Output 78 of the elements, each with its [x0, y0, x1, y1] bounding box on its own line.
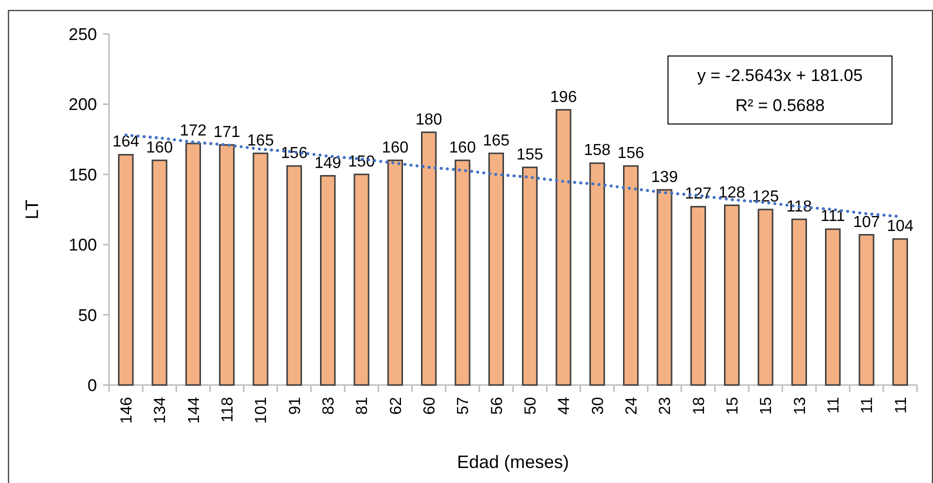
x-tick-label: 118 — [219, 396, 236, 423]
data-label: 128 — [718, 184, 746, 202]
x-tick-label: 13 — [792, 396, 809, 415]
bar — [791, 218, 807, 386]
x-tick-label: 24 — [623, 396, 640, 415]
x-tick-label: 83 — [320, 396, 338, 415]
bar — [421, 132, 437, 386]
annotation: y = -2.5643x + 181.05 — [697, 66, 863, 85]
bar — [152, 160, 168, 386]
x-tick-label: 134 — [152, 396, 170, 424]
data-label: 107 — [853, 214, 880, 231]
x-axis-title: Edad (meses) — [456, 452, 570, 472]
x-tick-label: 30 — [590, 396, 607, 415]
bar — [185, 142, 201, 386]
bar — [589, 162, 605, 386]
x-tick-label: 56 — [488, 396, 506, 415]
data-label: 196 — [550, 88, 577, 106]
data-label: 155 — [516, 146, 544, 164]
bar — [488, 152, 504, 386]
x-tick-label: 91 — [286, 396, 304, 415]
x-tick-label: 23 — [657, 396, 674, 415]
y-axis-title: LT — [22, 200, 42, 220]
bar — [354, 174, 370, 386]
data-label: 160 — [146, 139, 173, 156]
bar — [656, 189, 672, 386]
bar — [758, 208, 774, 386]
y-tick-label: 150 — [68, 165, 97, 184]
annotation: R² = 0.5688 — [735, 96, 825, 115]
data-label: 180 — [415, 111, 442, 128]
x-tick-label: 50 — [522, 396, 540, 415]
x-tick-label: 18 — [690, 396, 708, 415]
x-tick-label: 144 — [186, 396, 203, 424]
x-tick-label: 11 — [859, 396, 876, 414]
data-label: 111 — [820, 208, 846, 226]
bar — [219, 144, 235, 386]
bar — [556, 109, 572, 386]
data-label: 139 — [651, 168, 678, 186]
data-label: 164 — [112, 134, 140, 151]
y-tick-label: 0 — [88, 376, 97, 395]
data-label: 160 — [382, 139, 409, 156]
x-tick-label: 60 — [421, 396, 438, 415]
bar — [623, 165, 639, 386]
data-label: 156 — [617, 144, 644, 162]
x-tick-label: 57 — [455, 396, 472, 415]
data-label: 149 — [314, 154, 342, 172]
x-tick-label: 62 — [388, 396, 405, 415]
bar — [724, 204, 740, 386]
x-tick-label: 44 — [556, 396, 574, 415]
x-tick-label: 146 — [118, 396, 136, 424]
y-tick-label: 200 — [68, 95, 97, 114]
bar — [522, 166, 538, 386]
data-label: 165 — [247, 132, 274, 150]
y-tick-label: 250 — [68, 24, 97, 44]
x-tick-label: 11 — [825, 396, 842, 414]
x-tick-label: 11 — [892, 396, 910, 414]
y-tick-label: 100 — [68, 236, 97, 255]
bar — [118, 154, 134, 386]
bar — [858, 234, 874, 386]
data-label: 104 — [886, 218, 914, 235]
bar — [825, 228, 841, 386]
x-tick-label: 15 — [724, 396, 742, 415]
data-label: 160 — [449, 139, 476, 156]
bar — [286, 165, 302, 386]
data-label: 158 — [584, 142, 611, 160]
data-label: 171 — [213, 124, 240, 141]
data-label: 125 — [752, 188, 779, 206]
x-tick-label: 15 — [758, 396, 776, 415]
bar — [252, 152, 268, 386]
bar — [387, 160, 403, 386]
bar — [454, 160, 470, 386]
x-tick-label: 81 — [354, 396, 372, 415]
bar — [320, 175, 336, 386]
y-tick-label: 50 — [78, 306, 97, 325]
data-label: 165 — [482, 132, 510, 150]
bar — [690, 206, 706, 386]
bar — [892, 238, 908, 386]
data-label: 172 — [180, 122, 207, 140]
x-tick-label: 101 — [253, 396, 270, 424]
